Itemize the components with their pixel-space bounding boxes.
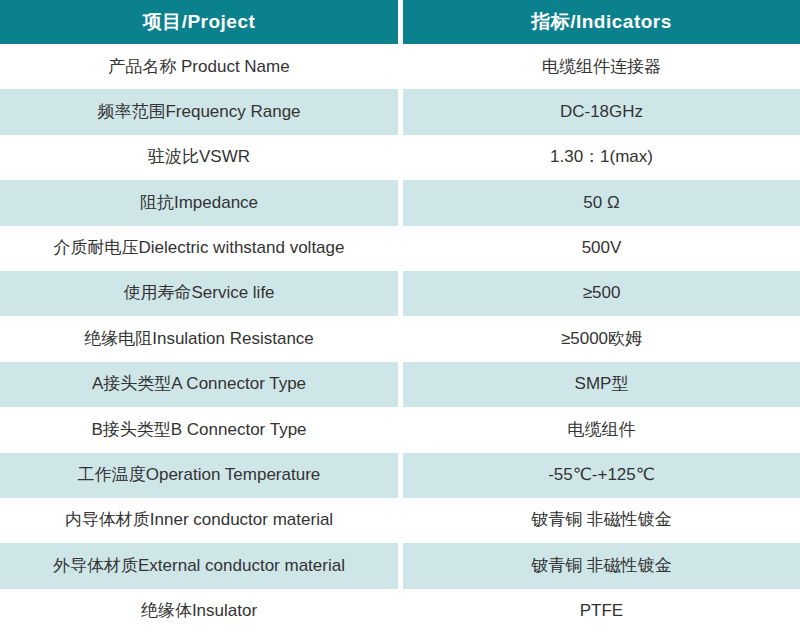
project-cell: 外导体材质External conductor material bbox=[0, 543, 398, 588]
header-cell-indicators: 指标/Indicators bbox=[403, 0, 800, 44]
table-row: A接头类型A Connector TypeSMP型 bbox=[0, 362, 800, 407]
table-row: 绝缘体InsulatorPTFE bbox=[0, 589, 800, 634]
indicator-cell: 铍青铜 非磁性镀金 bbox=[403, 543, 800, 588]
indicator-cell: PTFE bbox=[403, 589, 800, 634]
table-header-row: 项目/Project 指标/Indicators bbox=[0, 0, 800, 44]
indicator-cell: 500V bbox=[403, 226, 800, 271]
header-cell-project: 项目/Project bbox=[0, 0, 398, 44]
project-cell: 内导体材质Inner conductor material bbox=[0, 498, 398, 543]
spec-table: 项目/Project 指标/Indicators 产品名称 Product Na… bbox=[0, 0, 800, 634]
project-cell: B接头类型B Connector Type bbox=[0, 407, 398, 452]
project-cell: 产品名称 Product Name bbox=[0, 44, 398, 89]
indicator-cell: ≥5000欧姆 bbox=[403, 316, 800, 361]
project-cell: 工作温度Operation Temperature bbox=[0, 453, 398, 498]
indicator-cell: 铍青铜 非磁性镀金 bbox=[403, 498, 800, 543]
table-row: 驻波比VSWR1.30：1(max) bbox=[0, 135, 800, 180]
indicator-cell: -55℃-+125℃ bbox=[403, 453, 800, 498]
table-row: 外导体材质External conductor material铍青铜 非磁性镀… bbox=[0, 543, 800, 588]
indicator-cell: 电缆组件连接器 bbox=[403, 44, 800, 89]
table-row: B接头类型B Connector Type电缆组件 bbox=[0, 407, 800, 452]
project-cell: 阻抗Impedance bbox=[0, 180, 398, 225]
project-cell: 绝缘体Insulator bbox=[0, 589, 398, 634]
project-cell: 频率范围Frequency Range bbox=[0, 89, 398, 134]
project-cell: 使用寿命Service life bbox=[0, 271, 398, 316]
indicator-cell: 1.30：1(max) bbox=[403, 135, 800, 180]
indicator-cell: 50 Ω bbox=[403, 180, 800, 225]
table-row: 产品名称 Product Name电缆组件连接器 bbox=[0, 44, 800, 89]
indicator-cell: SMP型 bbox=[403, 362, 800, 407]
table-row: 介质耐电压Dielectric withstand voltage500V bbox=[0, 226, 800, 271]
table-row: 工作温度Operation Temperature-55℃-+125℃ bbox=[0, 453, 800, 498]
indicator-cell: ≥500 bbox=[403, 271, 800, 316]
project-cell: 介质耐电压Dielectric withstand voltage bbox=[0, 226, 398, 271]
table-row: 频率范围Frequency RangeDC-18GHz bbox=[0, 89, 800, 134]
project-cell: 绝缘电阻Insulation Resistance bbox=[0, 316, 398, 361]
indicator-cell: DC-18GHz bbox=[403, 89, 800, 134]
table-row: 绝缘电阻Insulation Resistance≥5000欧姆 bbox=[0, 316, 800, 361]
project-cell: A接头类型A Connector Type bbox=[0, 362, 398, 407]
table-row: 使用寿命Service life≥500 bbox=[0, 271, 800, 316]
table-row: 阻抗Impedance50 Ω bbox=[0, 180, 800, 225]
project-cell: 驻波比VSWR bbox=[0, 135, 398, 180]
table-row: 内导体材质Inner conductor material铍青铜 非磁性镀金 bbox=[0, 498, 800, 543]
indicator-cell: 电缆组件 bbox=[403, 407, 800, 452]
